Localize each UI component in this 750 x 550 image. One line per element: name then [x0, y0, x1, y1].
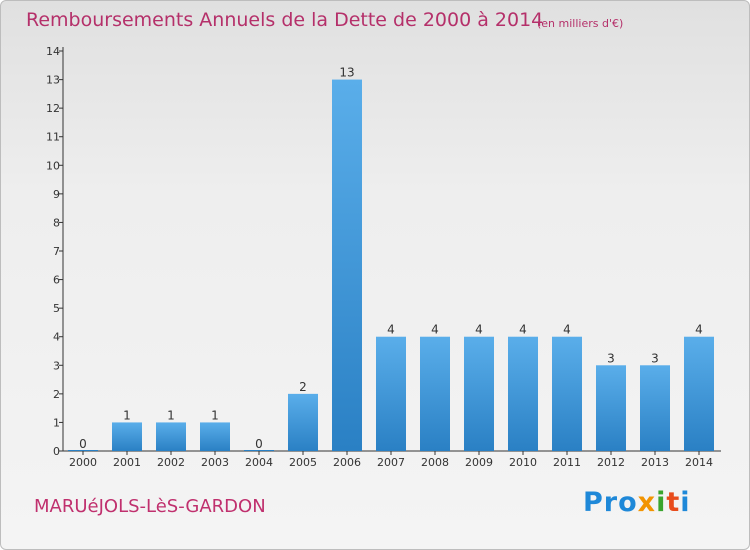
- x-tick-label: 2009: [465, 456, 493, 469]
- logo-part: x: [637, 487, 657, 518]
- chart-title: Remboursements Annuels de la Dette de 20…: [26, 9, 544, 31]
- y-tick-label: 6: [53, 274, 60, 287]
- data-label: 4: [519, 323, 527, 337]
- data-label: 2: [299, 380, 307, 394]
- bar: [464, 336, 494, 451]
- bar: [508, 336, 538, 451]
- data-label: 3: [607, 351, 615, 365]
- x-tick-label: 2005: [289, 456, 317, 469]
- x-tick-label: 2014: [685, 456, 713, 469]
- bar: [68, 450, 98, 451]
- bar: [112, 422, 142, 451]
- x-tick-label: 2006: [333, 456, 361, 469]
- data-label: 1: [211, 408, 219, 422]
- bar: [552, 336, 582, 451]
- y-tick-label: 7: [53, 245, 60, 258]
- x-tick-label: 2001: [113, 456, 141, 469]
- bar: [420, 336, 450, 451]
- y-tick-label: 11: [46, 131, 60, 144]
- x-tick-label: 2007: [377, 456, 405, 469]
- data-label: 3: [651, 351, 659, 365]
- y-tick-label: 0: [53, 445, 60, 458]
- bar: [288, 393, 318, 451]
- y-tick-label: 8: [53, 216, 60, 229]
- y-tick-label: 3: [53, 359, 60, 372]
- y-tick-label: 4: [53, 331, 60, 344]
- x-tick-label: 2010: [509, 456, 537, 469]
- chart-unit: (en milliers d'€): [537, 17, 624, 30]
- x-tick-label: 2008: [421, 456, 449, 469]
- x-tick-label: 2011: [553, 456, 581, 469]
- y-tick-label: 12: [46, 102, 60, 115]
- bar: [156, 422, 186, 451]
- data-label: 13: [339, 66, 354, 80]
- bar: [376, 336, 406, 451]
- data-label: 1: [123, 408, 131, 422]
- logo-part: i: [656, 487, 667, 518]
- data-label: 0: [79, 437, 87, 451]
- bar: [200, 422, 230, 451]
- logo-part: i: [680, 487, 691, 518]
- y-tick-label: 13: [46, 74, 60, 87]
- x-tick-label: 2004: [245, 456, 273, 469]
- data-label: 4: [431, 323, 439, 337]
- y-tick-label: 2: [53, 388, 60, 401]
- data-label: 4: [475, 323, 483, 337]
- y-tick-label: 10: [46, 159, 60, 172]
- bar: [640, 365, 670, 451]
- x-tick-label: 2003: [201, 456, 229, 469]
- data-label: 4: [387, 323, 395, 337]
- y-tick-label: 1: [53, 416, 60, 429]
- y-tick-label: 14: [46, 45, 60, 58]
- proxiti-logo: Proxiti: [583, 487, 691, 518]
- x-tick-label: 2012: [597, 456, 625, 469]
- commune-name: MARUéJOLS-LèS-GARDON: [34, 496, 266, 517]
- data-label: 4: [695, 323, 703, 337]
- data-label: 4: [563, 323, 571, 337]
- bar: [684, 336, 714, 451]
- y-tick-label: 5: [53, 302, 60, 315]
- logo-part: Pro: [583, 487, 638, 518]
- x-tick-label: 2002: [157, 456, 185, 469]
- x-tick-label: 2000: [69, 456, 97, 469]
- bar: [596, 365, 626, 451]
- x-tick-label: 2013: [641, 456, 669, 469]
- data-label: 0: [255, 437, 263, 451]
- bar: [332, 79, 362, 452]
- y-tick-label: 9: [53, 188, 60, 201]
- bar: [244, 450, 274, 451]
- data-label: 1: [167, 408, 175, 422]
- logo-part: t: [666, 487, 681, 518]
